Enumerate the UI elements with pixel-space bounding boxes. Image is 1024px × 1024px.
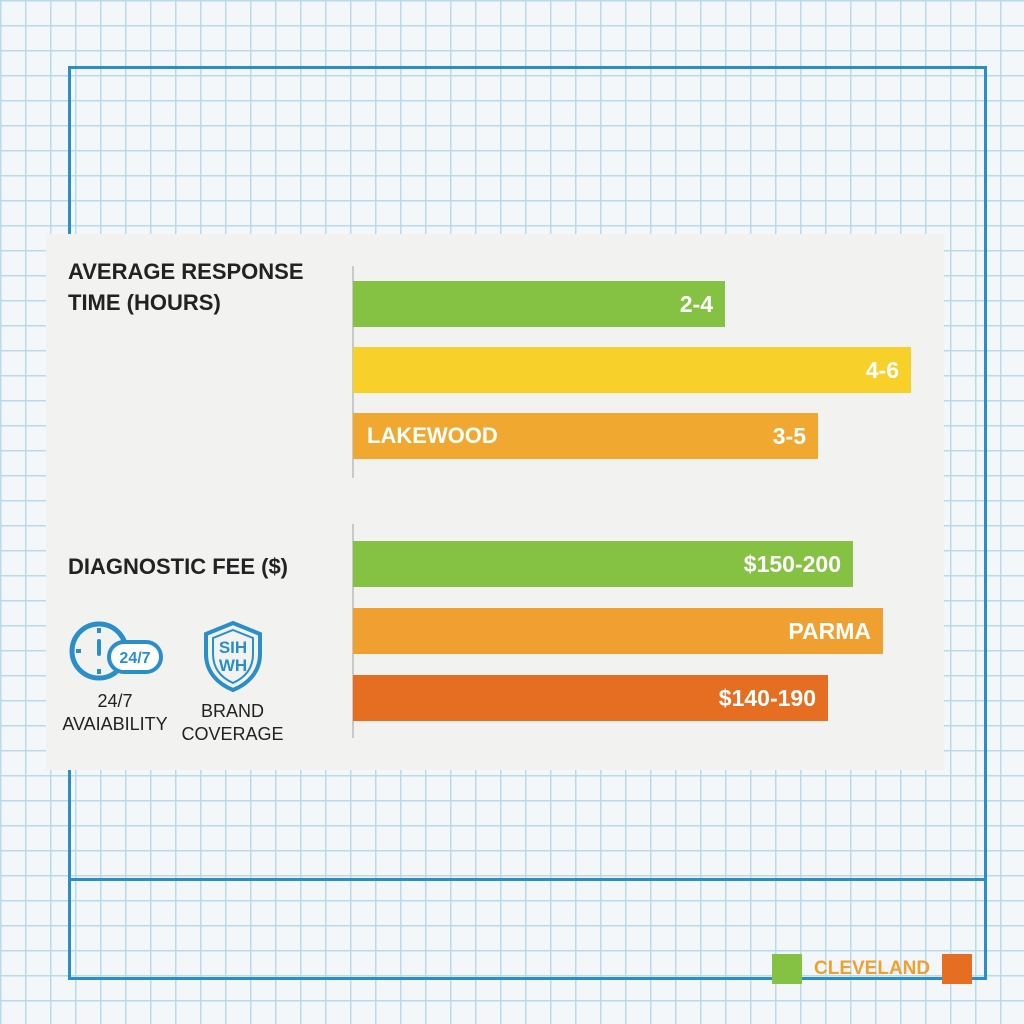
clock-24-7-icon: 24/7 <box>69 621 163 681</box>
legend-swatch-orange <box>942 954 973 984</box>
frame-divider <box>68 878 987 881</box>
fee-bar-2: $140-190 <box>353 675 828 721</box>
availability-line-1: 24/7 <box>97 691 133 711</box>
bar-value-label: 4-6 <box>865 357 899 383</box>
availability-line-2: AVAIABILITY <box>62 714 168 734</box>
fee-bar-0: $150-200 <box>353 541 853 587</box>
coverage-line-2: COVERAGE <box>181 724 284 744</box>
shield-text-bottom: WH <box>218 656 246 675</box>
brand-coverage-feature: SIH WH BRAND COVERAGE <box>170 620 295 746</box>
shield-brand-icon: SIH WH <box>203 620 262 692</box>
bar-city-label: LAKEWOOD <box>367 423 498 448</box>
bar-value-label: 2-4 <box>679 291 713 317</box>
availability-feature: 24/7 24/7 AVAIABILITY <box>50 620 180 736</box>
response-time-title: AVERAGE RESPONSE TIME (HOURS) <box>68 259 304 315</box>
bar-value-label: $150-200 <box>743 551 841 577</box>
bar-value-label: $140-190 <box>718 685 816 711</box>
legend: CLEVELAND <box>772 954 973 984</box>
clock-badge-text: 24/7 <box>119 650 150 667</box>
response-bar-1: 4-6 <box>353 347 911 393</box>
diagnostic-fee-title: DIAGNOSTIC FEE ($) <box>68 554 289 579</box>
legend-label: CLEVELAND <box>814 958 931 979</box>
shield-text-top: SIH <box>218 638 246 657</box>
coverage-line-1: BRAND <box>200 701 264 721</box>
bar-value-label: 3-5 <box>772 423 806 449</box>
response-bar-2: LAKEWOOD 3-5 <box>353 413 818 459</box>
bar-value-label: PARMA <box>788 618 871 644</box>
legend-swatch-green <box>772 954 802 984</box>
response-bar-0: 2-4 <box>353 281 725 327</box>
fee-bar-1: PARMA <box>353 608 883 654</box>
